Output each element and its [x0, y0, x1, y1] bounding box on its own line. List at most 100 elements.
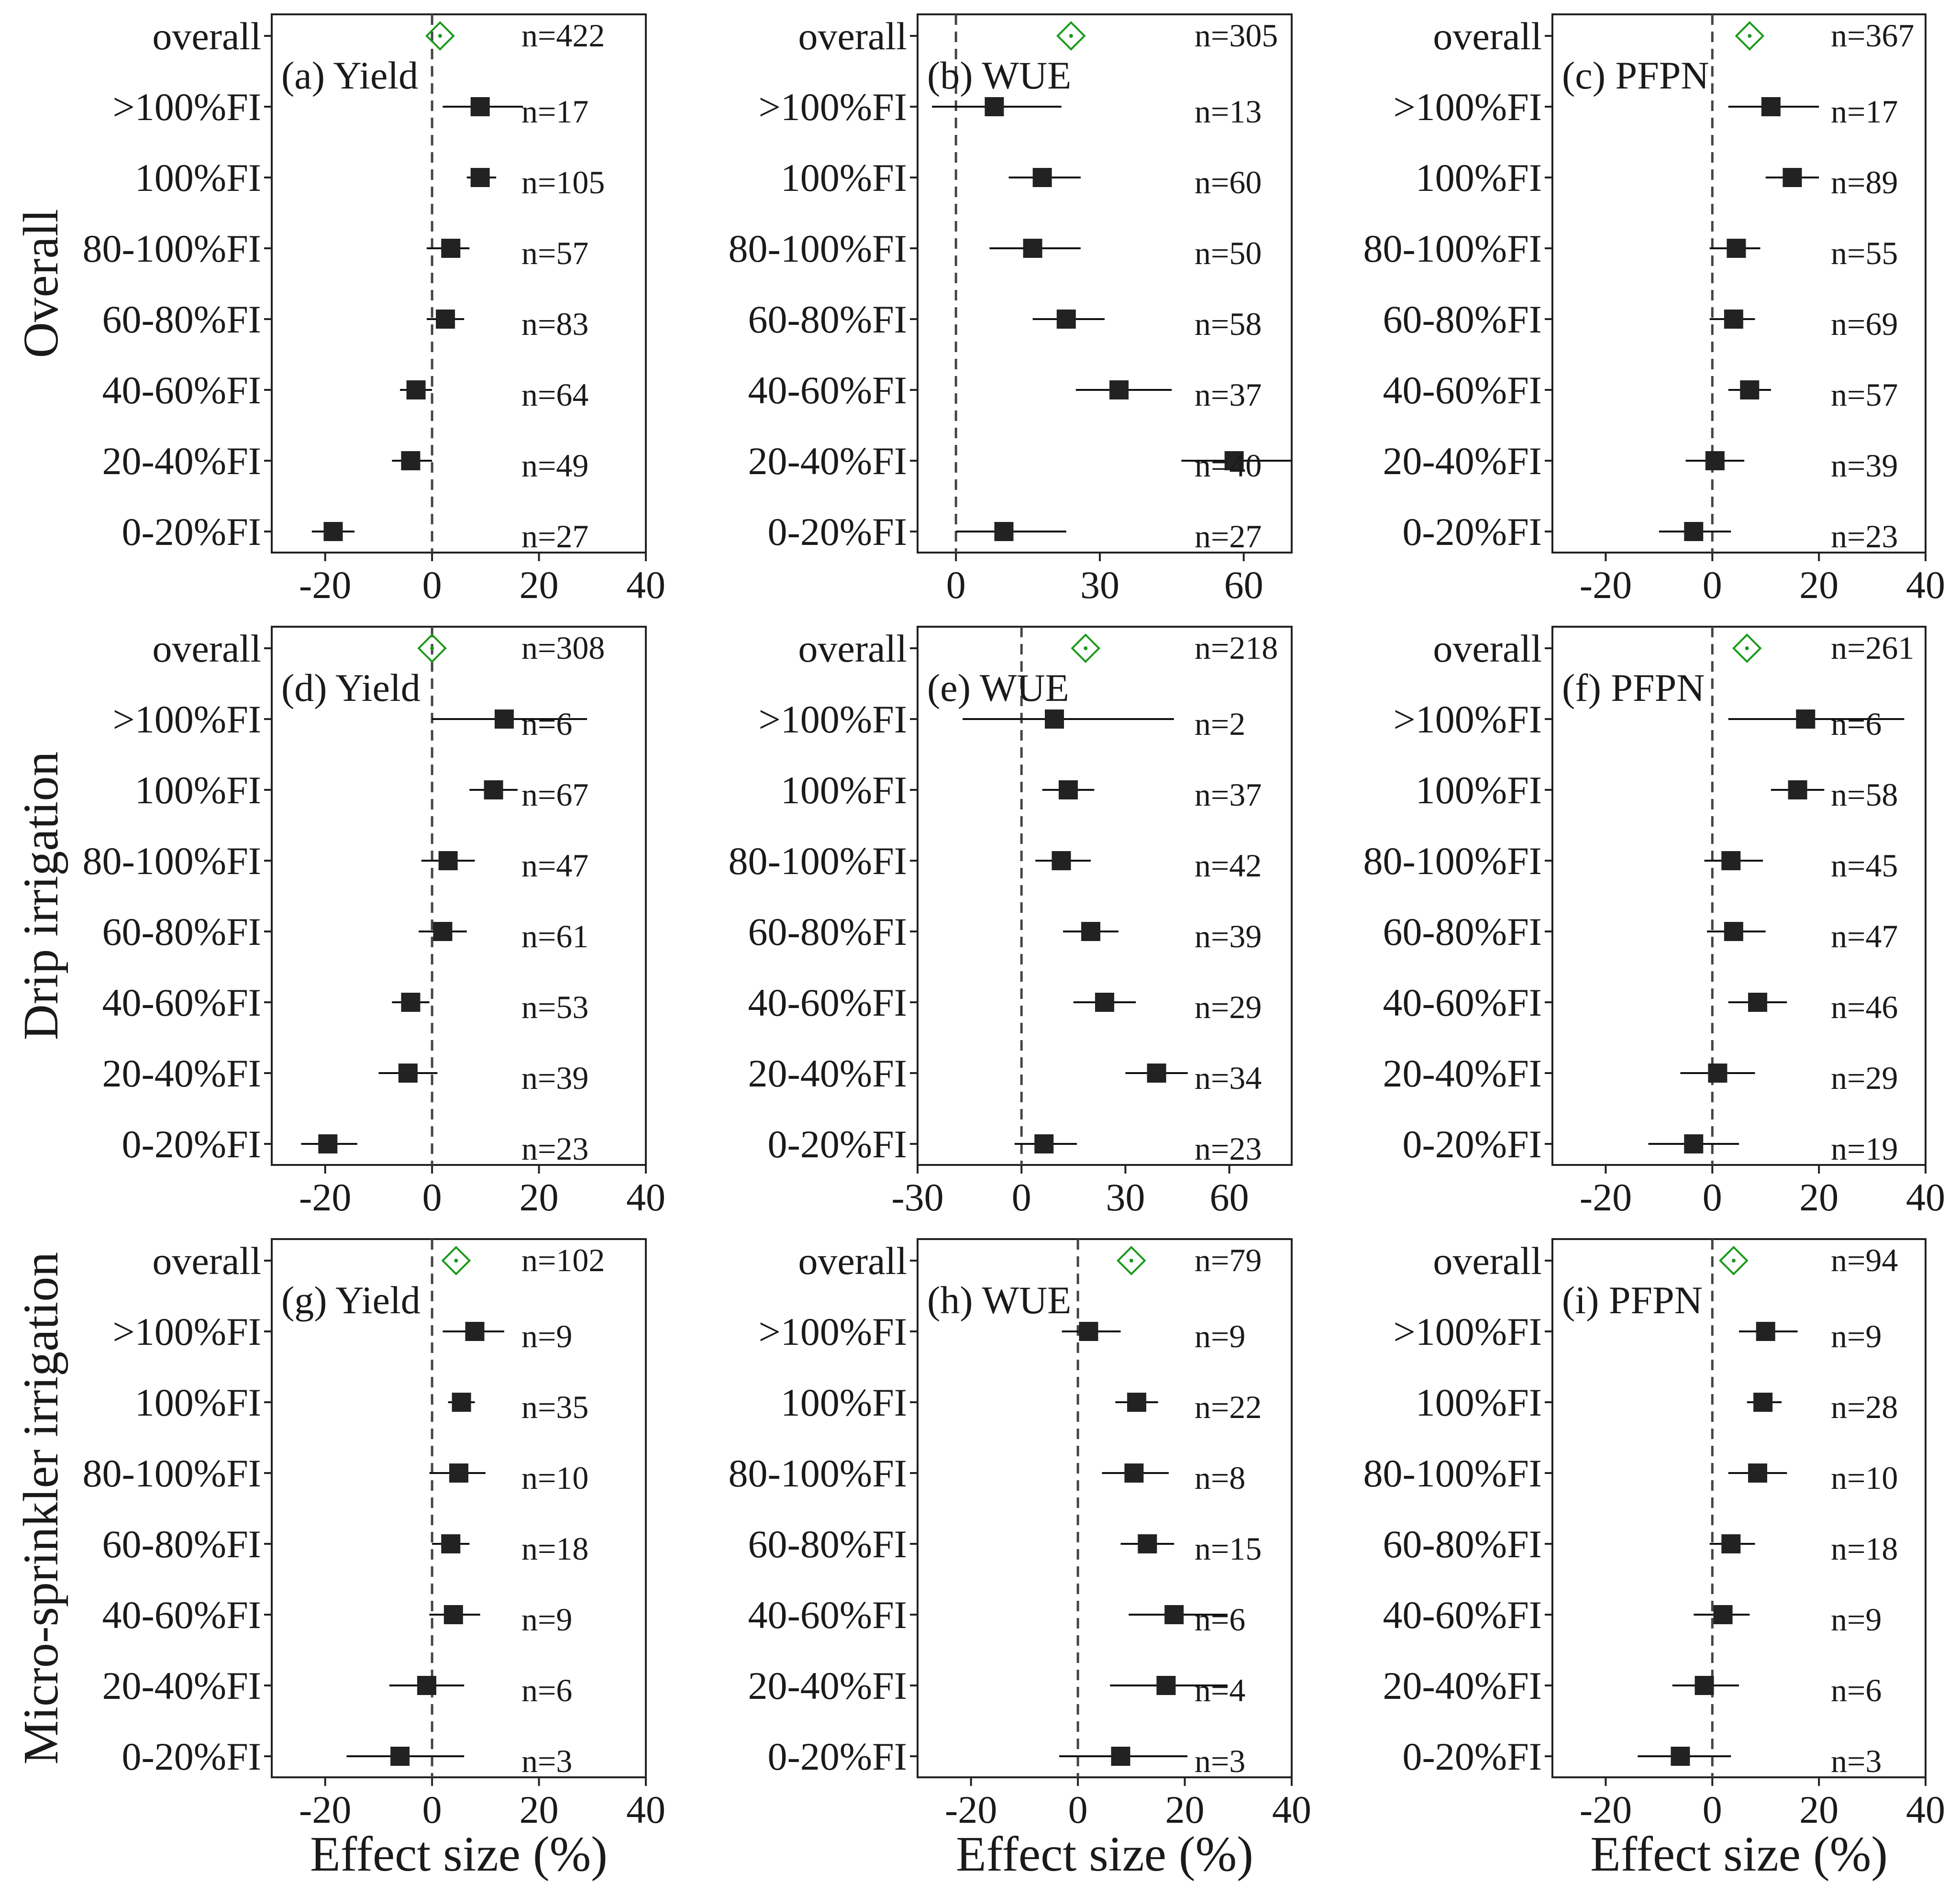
category-label: 20-40%FI [1383, 439, 1542, 483]
x-tick-label: 0 [1012, 1175, 1031, 1219]
panel-g: (g) Yield -20 0 20 40 overall n=102 >100%FI n=9 1… [82, 1238, 665, 1831]
category-label: 60-80%FI [1383, 1522, 1542, 1566]
x-axis-labels: Effect size (%) Effect size (%) Effect siz… [310, 1827, 1888, 1882]
sample-size-label: n=40 [1195, 447, 1262, 484]
category-label: 80-100%FI [82, 227, 261, 270]
overall-effect-marker [1719, 1246, 1749, 1275]
category-label: >100%FI [113, 698, 261, 741]
overall-effect-center [438, 34, 442, 38]
sample-size-label: n=57 [1831, 377, 1898, 413]
panel-title: (f) PFPN [1562, 666, 1705, 709]
effect-marker [438, 851, 458, 870]
x-tick-label: 40 [626, 1788, 665, 1831]
category-label: 60-80%FI [102, 1522, 261, 1566]
effect-marker [318, 1134, 338, 1153]
sample-size-label: n=22 [1195, 1389, 1262, 1425]
sample-size-label: n=27 [521, 518, 588, 554]
category-label: >100%FI [759, 85, 907, 129]
sample-size-label: n=39 [1195, 918, 1262, 954]
category-label: 80-100%FI [1363, 227, 1542, 270]
category-label: 20-40%FI [1383, 1052, 1542, 1095]
effect-marker [1671, 1747, 1690, 1766]
category-label: >100%FI [759, 698, 907, 741]
effect-marker [1740, 380, 1760, 399]
sample-size-label: n=69 [1831, 306, 1898, 342]
panel-frame [1551, 1238, 1927, 1778]
effect-marker [465, 1322, 485, 1341]
sample-size-label: n=3 [1195, 1743, 1245, 1779]
category-label: overall [1433, 1239, 1542, 1283]
sample-size-label: n=305 [1195, 17, 1278, 54]
effect-marker [401, 451, 421, 470]
x-tick-label: 20 [520, 563, 559, 607]
sample-size-label: n=17 [521, 93, 588, 130]
sample-size-label: n=60 [1195, 164, 1262, 200]
sample-size-label: n=57 [521, 235, 588, 271]
category-label: 20-40%FI [748, 1664, 907, 1707]
category-label: 80-100%FI [82, 1452, 261, 1495]
category-label: 40-60%FI [748, 1593, 907, 1637]
row-title: Overall [13, 209, 68, 358]
effect-marker [1138, 1534, 1157, 1553]
category-label: 40-60%FI [102, 981, 261, 1024]
x-tick-label: -20 [1580, 1788, 1632, 1831]
panel-title: (e) WUE [927, 666, 1069, 709]
overall-effect-center [1745, 646, 1749, 650]
category-label: 0-20%FI [122, 510, 261, 554]
x-tick-label: -20 [299, 1788, 351, 1831]
panel-frame [1551, 13, 1927, 554]
effect-marker [1034, 1134, 1054, 1153]
sample-size-label: n=23 [521, 1130, 588, 1167]
effect-marker [1079, 1322, 1098, 1341]
x-tick-label: 40 [626, 1175, 665, 1219]
effect-marker [1056, 310, 1076, 329]
sample-size-label: n=367 [1831, 17, 1914, 54]
effect-marker [1708, 1064, 1727, 1083]
effect-marker [985, 97, 1004, 116]
x-tick-label: -20 [299, 563, 351, 607]
category-label: 80-100%FI [728, 1452, 907, 1495]
sample-size-label: n=83 [521, 306, 588, 342]
x-tick-label: 20 [1799, 563, 1838, 607]
x-axis-label: Effect size (%) [1590, 1827, 1888, 1882]
sample-size-label: n=9 [1195, 1318, 1245, 1354]
category-label: 40-60%FI [102, 1593, 261, 1637]
sample-size-label: n=9 [521, 1601, 572, 1638]
panel-frame [1551, 626, 1927, 1166]
category-label: 60-80%FI [748, 1522, 907, 1566]
sample-size-label: n=6 [521, 1672, 572, 1708]
sample-size-label: n=6 [1831, 1672, 1882, 1708]
x-tick-label: -30 [891, 1175, 943, 1219]
x-tick-label: 20 [1165, 1788, 1205, 1831]
effect-marker [1224, 451, 1244, 470]
category-label: overall [798, 1239, 907, 1283]
category-label: 40-60%FI [1383, 368, 1542, 412]
category-label: 0-20%FI [122, 1122, 261, 1166]
effect-marker [1058, 780, 1078, 799]
panel-title: (b) WUE [927, 54, 1071, 97]
sample-size-label: n=29 [1195, 989, 1262, 1025]
sample-size-label: n=102 [521, 1242, 605, 1278]
x-tick-label: 0 [1703, 1788, 1722, 1831]
effect-marker [1753, 1393, 1773, 1412]
effect-marker [1095, 993, 1114, 1012]
sample-size-label: n=58 [1195, 306, 1262, 342]
overall-effect-center [1084, 646, 1088, 650]
effect-marker [1713, 1605, 1733, 1624]
sample-size-label: n=9 [1831, 1318, 1882, 1354]
sample-size-label: n=19 [1831, 1130, 1898, 1167]
x-tick-label: 0 [422, 1175, 442, 1219]
effect-marker [390, 1747, 410, 1766]
panel-f: (f) PFPN -20 0 20 40 overall n=261 >100%FI n=6 10… [1363, 626, 1945, 1219]
x-tick-label: 40 [1272, 1788, 1311, 1831]
panel-title: (i) PFPN [1562, 1278, 1703, 1322]
category-label: >100%FI [1394, 1310, 1542, 1353]
panel-title: (d) Yield [281, 666, 421, 709]
category-label: 60-80%FI [102, 298, 261, 341]
category-label: 20-40%FI [1383, 1664, 1542, 1707]
panel-frame [271, 626, 647, 1166]
effect-marker [1788, 780, 1807, 799]
category-label: 100%FI [781, 156, 907, 199]
